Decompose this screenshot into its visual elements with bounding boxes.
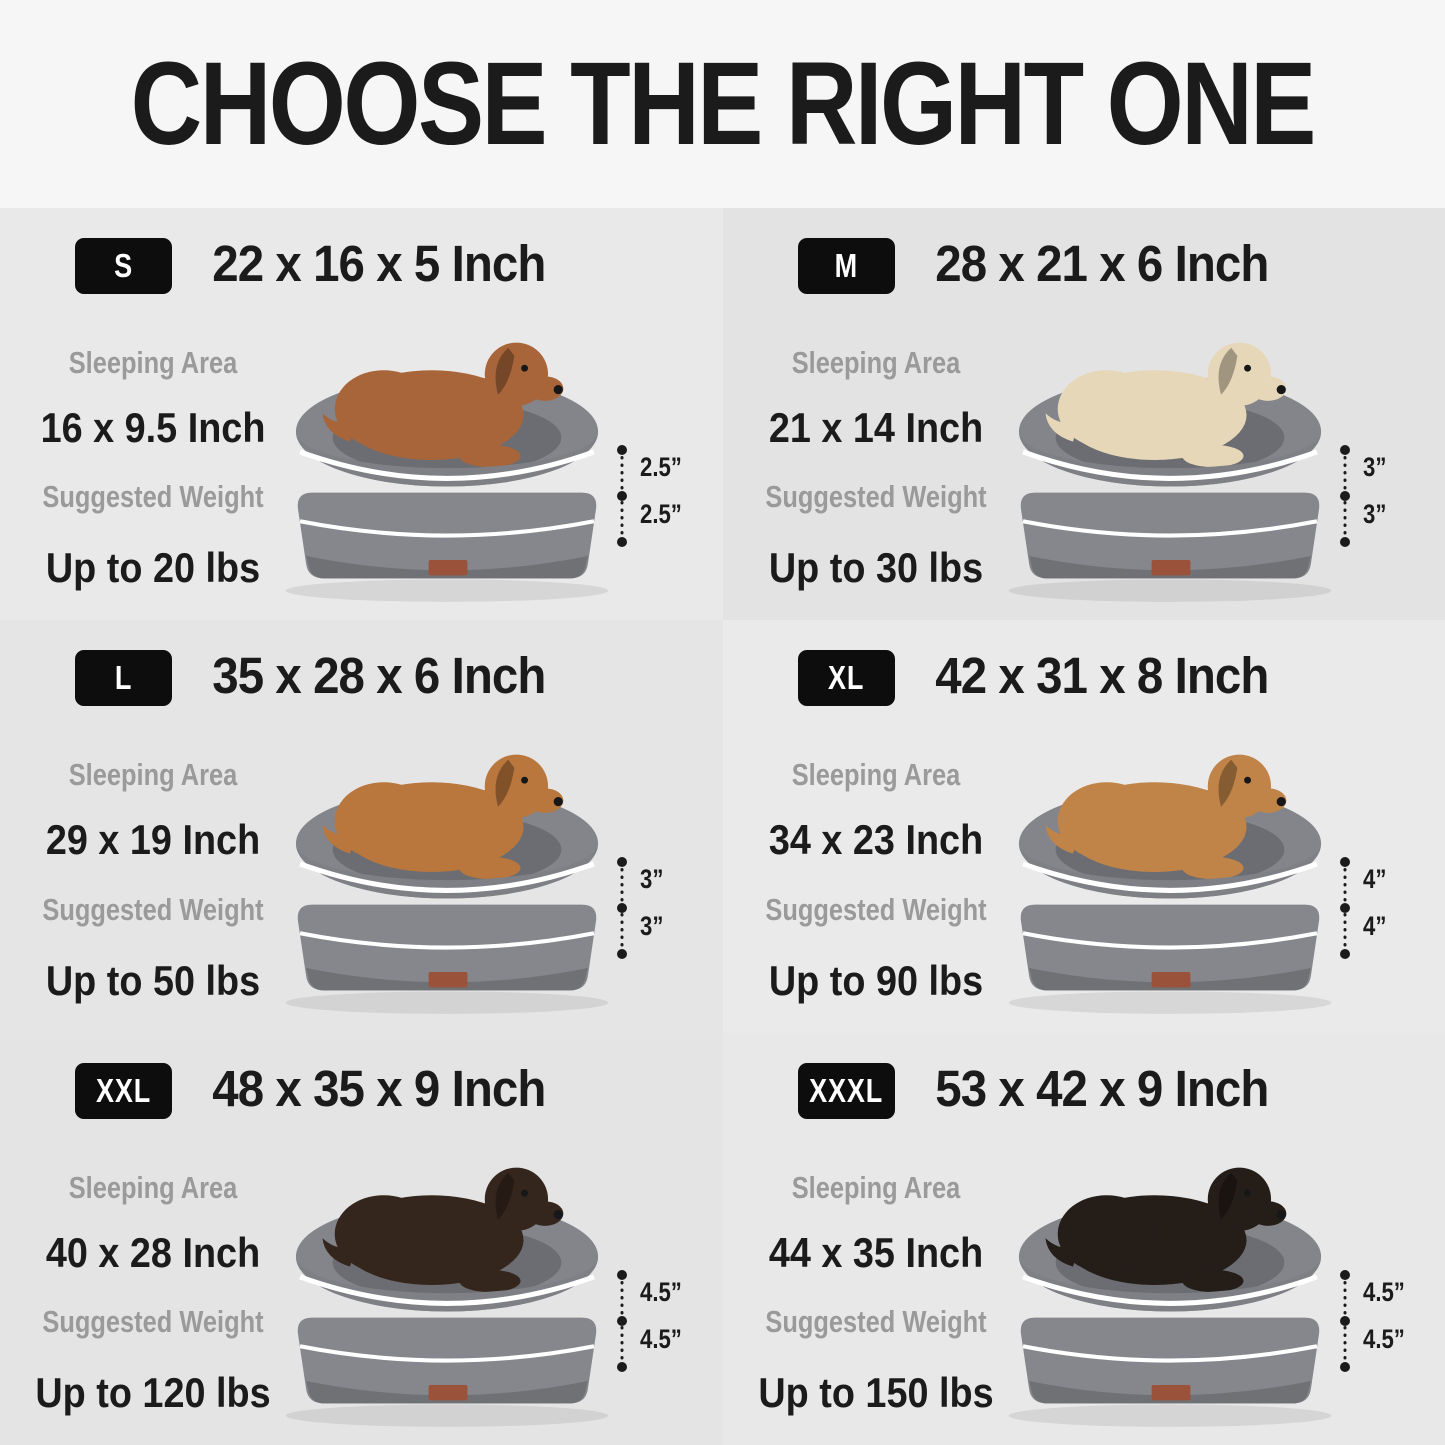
suggested-weight-value: Up to 150 lbs xyxy=(757,1369,994,1417)
measure-top: 4.5” xyxy=(1362,1276,1405,1307)
measurement-dotted-line-icon xyxy=(617,857,627,960)
spec-block: Sleeping Area 16 x 9.5 Inch Suggested We… xyxy=(0,345,306,593)
bed-dimensions: 22 x 16 x 5 Inch xyxy=(212,235,546,292)
height-measurement: 4.5” 4.5” xyxy=(1337,1269,1414,1373)
suggested-weight-value: Up to 20 lbs xyxy=(45,544,261,592)
sleeping-area-label: Sleeping Area xyxy=(68,1169,238,1205)
dog-illustration xyxy=(1044,754,1286,880)
bed-illustration xyxy=(1008,754,1331,1015)
dog-bed-photo xyxy=(975,311,1365,607)
size-panel-xxl: XXL 48 x 35 x 9 Inch Sleeping Area 40 x … xyxy=(0,1032,723,1445)
size-panel-l: L 35 x 28 x 6 Inch Sleeping Area 29 x 19… xyxy=(0,620,723,1033)
sleeping-area-value: 16 x 9.5 Inch xyxy=(40,404,266,452)
sleeping-area-label: Sleeping Area xyxy=(68,757,238,793)
height-measurement: 2.5” 2.5” xyxy=(614,444,691,548)
spec-block: Sleeping Area 21 x 14 Inch Suggested Wei… xyxy=(723,345,1029,593)
measurement-dotted-line-icon xyxy=(617,445,627,547)
size-badge-label: XXXL xyxy=(809,1071,883,1109)
spec-block: Sleeping Area 40 x 28 Inch Suggested Wei… xyxy=(0,1169,306,1418)
dog-illustration xyxy=(1044,1167,1286,1292)
header: CHOOSE THE RIGHT ONE xyxy=(0,0,1445,208)
measure-bottom: 4” xyxy=(1362,911,1386,942)
dog-bed-photo xyxy=(252,311,642,607)
size-badge: L xyxy=(75,650,172,707)
measure-top: 3” xyxy=(640,864,664,895)
size-badge-label: L xyxy=(114,659,133,697)
sleeping-area-value: 44 x 35 Inch xyxy=(768,1228,983,1276)
size-panel-xxxl: XXXL 53 x 42 x 9 Inch Sleeping Area 44 x… xyxy=(722,1032,1445,1445)
measure-bottom: 4.5” xyxy=(1362,1323,1405,1354)
measure-bottom: 2.5” xyxy=(640,499,682,529)
sleeping-area-value: 21 x 14 Inch xyxy=(768,404,983,452)
bed-illustration xyxy=(285,1167,609,1427)
suggested-weight-value: Up to 90 lbs xyxy=(768,956,983,1004)
size-panel-s: S 22 x 16 x 5 Inch Sleeping Area 16 x 9.… xyxy=(0,208,723,621)
bed-dimensions: 53 x 42 x 9 Inch xyxy=(934,1059,1269,1117)
bed-dimensions: 42 x 31 x 8 Inch xyxy=(934,647,1269,705)
height-measurement: 4.5” 4.5” xyxy=(614,1269,691,1373)
suggested-weight-value: Up to 50 lbs xyxy=(45,956,261,1004)
height-measurement: 3” 3” xyxy=(614,856,669,960)
size-badge: XL xyxy=(797,650,895,707)
dog-illustration xyxy=(322,1167,564,1292)
size-badge-label: XL xyxy=(827,659,865,697)
size-panel-xl: XL 42 x 31 x 8 Inch Sleeping Area 34 x 2… xyxy=(722,620,1445,1033)
suggested-weight-label: Suggested Weight xyxy=(42,1304,264,1340)
sleeping-area-label: Sleeping Area xyxy=(68,345,238,380)
bed-dimensions: 48 x 35 x 9 Inch xyxy=(212,1059,546,1117)
size-badge-label: S xyxy=(114,247,133,284)
measure-top: 4.5” xyxy=(640,1276,682,1307)
suggested-weight-label: Suggested Weight xyxy=(42,891,264,927)
size-grid: S 22 x 16 x 5 Inch Sleeping Area 16 x 9.… xyxy=(0,208,1445,1445)
size-badge-label: M xyxy=(834,247,858,284)
sleeping-area-value: 29 x 19 Inch xyxy=(45,816,261,864)
dog-illustration xyxy=(1044,342,1286,468)
height-measurement: 4” 4” xyxy=(1337,856,1392,960)
dog-bed-photo xyxy=(975,1136,1365,1432)
size-badge: XXL xyxy=(75,1062,172,1119)
sleeping-area-value: 40 x 28 Inch xyxy=(45,1228,261,1276)
sleeping-area-label: Sleeping Area xyxy=(791,345,960,380)
spec-block: Sleeping Area 34 x 23 Inch Suggested Wei… xyxy=(723,758,1029,1005)
bed-illustration xyxy=(1008,1167,1331,1427)
suggested-weight-label: Suggested Weight xyxy=(764,479,987,515)
measurement-dotted-line-icon xyxy=(617,1269,627,1372)
suggested-weight-label: Suggested Weight xyxy=(764,891,987,927)
size-badge: S xyxy=(75,238,172,294)
sleeping-area-label: Sleeping Area xyxy=(791,1169,960,1205)
size-badge-label: XXL xyxy=(95,1071,152,1109)
measure-top: 3” xyxy=(1362,452,1386,482)
height-measurement: 3” 3” xyxy=(1337,444,1392,548)
dog-illustration xyxy=(322,754,564,880)
suggested-weight-label: Suggested Weight xyxy=(42,479,264,515)
size-badge: M xyxy=(797,238,895,294)
measurement-dotted-line-icon xyxy=(1339,857,1350,960)
spec-block: Sleeping Area 44 x 35 Inch Suggested Wei… xyxy=(723,1169,1029,1418)
measure-bottom: 4.5” xyxy=(640,1323,682,1354)
measurement-dotted-line-icon xyxy=(1339,445,1350,547)
dog-bed-photo xyxy=(252,723,642,1019)
bed-dimensions: 28 x 21 x 6 Inch xyxy=(934,235,1269,292)
measure-top: 4” xyxy=(1362,864,1386,895)
suggested-weight-value: Up to 120 lbs xyxy=(35,1369,271,1417)
size-badge: XXXL xyxy=(797,1062,895,1119)
dog-bed-photo xyxy=(252,1136,642,1432)
measure-top: 2.5” xyxy=(640,452,682,482)
measure-bottom: 3” xyxy=(640,911,664,942)
suggested-weight-label: Suggested Weight xyxy=(764,1304,987,1340)
sleeping-area-value: 34 x 23 Inch xyxy=(768,816,983,864)
bed-illustration xyxy=(285,342,609,602)
spec-block: Sleeping Area 29 x 19 Inch Suggested Wei… xyxy=(0,758,306,1005)
bed-illustration xyxy=(285,754,609,1015)
sleeping-area-label: Sleeping Area xyxy=(791,757,960,793)
suggested-weight-value: Up to 30 lbs xyxy=(768,544,983,592)
dog-bed-photo xyxy=(975,723,1365,1019)
bed-illustration xyxy=(1008,342,1331,602)
dog-illustration xyxy=(322,342,564,468)
size-panel-m: M 28 x 21 x 6 Inch Sleeping Area 21 x 14… xyxy=(722,208,1445,621)
bed-dimensions: 35 x 28 x 6 Inch xyxy=(212,647,546,705)
page-title: CHOOSE THE RIGHT ONE xyxy=(130,38,1317,170)
measure-bottom: 3” xyxy=(1362,499,1386,529)
measurement-dotted-line-icon xyxy=(1339,1269,1350,1372)
